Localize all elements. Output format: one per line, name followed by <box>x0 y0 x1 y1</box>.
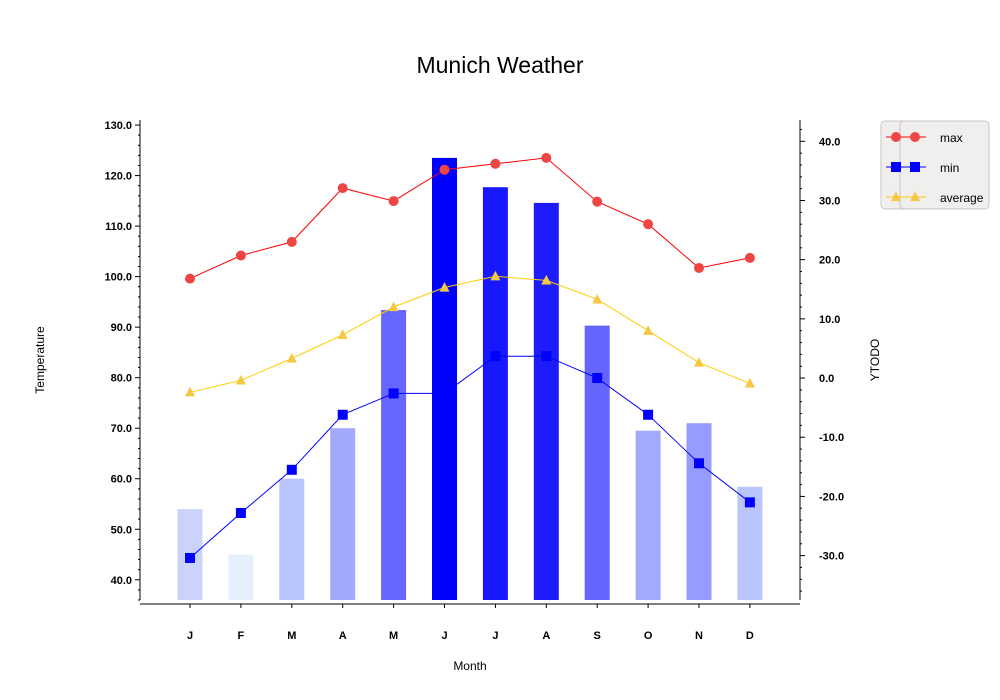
series-line-average <box>189 275 751 393</box>
right-tick-label: 10.0 <box>819 314 840 326</box>
series-point-max <box>490 158 501 169</box>
series-point-max <box>286 236 297 247</box>
series-point-average <box>185 386 195 397</box>
legend-marker-min <box>910 162 920 172</box>
series-point-average <box>541 274 552 285</box>
series-point-min <box>643 409 654 420</box>
right-tick-label: 40.0 <box>819 136 840 148</box>
series-point-min <box>694 458 704 469</box>
series-line-min <box>189 355 751 559</box>
series-point-average <box>337 329 348 339</box>
x-tick-label: M <box>389 630 398 642</box>
chart-title: Munich Weather <box>416 52 584 78</box>
legend-marker-max <box>891 132 901 142</box>
series-point-average <box>439 281 450 292</box>
bar-6 <box>482 187 508 600</box>
series-point-max <box>235 250 246 261</box>
left-tick-label: 70.0 <box>111 423 132 435</box>
series-point-average <box>235 374 246 385</box>
left-tick-label: 120.0 <box>104 171 132 183</box>
series-point-average <box>388 301 399 312</box>
left-tick-label: 130.0 <box>104 120 132 132</box>
bar-series <box>177 157 763 600</box>
right-tick-label: -10.0 <box>819 432 844 444</box>
legend-marker-average <box>891 191 901 202</box>
bar-10 <box>686 423 712 600</box>
series-point-average <box>694 357 704 367</box>
series-point-max <box>439 164 450 175</box>
right-tick-label: 30.0 <box>819 195 840 207</box>
bar-8 <box>584 325 610 600</box>
series-point-max <box>388 196 399 207</box>
series-point-average <box>286 353 297 363</box>
x-axis-title: Month <box>453 659 486 673</box>
series-point-average <box>490 270 501 281</box>
series-point-max <box>185 273 195 284</box>
x-tick-label: D <box>746 630 754 642</box>
left-tick-label: 60.0 <box>111 474 132 486</box>
series-point-min <box>744 497 755 508</box>
series-point-max <box>744 252 755 263</box>
bar-3 <box>330 428 356 600</box>
x-tick-label: N <box>695 630 703 642</box>
x-tick-label: A <box>542 630 550 642</box>
series-point-average <box>744 377 755 388</box>
legend-label-average: average <box>940 191 984 205</box>
x-tick-label: A <box>339 630 347 642</box>
right-tick-label: 0.0 <box>819 373 834 385</box>
right-tick-label: 20.0 <box>819 255 840 267</box>
series-point-min <box>439 388 450 399</box>
right-tick-label: -20.0 <box>819 491 844 503</box>
bar-5 <box>432 157 457 600</box>
legend-marker-min <box>891 162 901 172</box>
legend: max min average <box>880 120 990 210</box>
line-series <box>185 152 755 563</box>
series-point-max <box>694 262 704 273</box>
legend-label-max: max <box>940 131 963 145</box>
x-tick-label: J <box>492 630 498 642</box>
series-line-max <box>189 157 750 280</box>
legend-marker-max <box>910 132 920 142</box>
bar-9 <box>635 430 661 600</box>
series-point-min <box>388 388 399 399</box>
series-point-min <box>185 552 195 563</box>
series-point-max <box>592 196 603 207</box>
series-point-min <box>337 409 348 420</box>
series-point-average <box>643 325 654 335</box>
left-tick-label: 90.0 <box>111 322 132 334</box>
left-tick-label: 80.0 <box>111 373 132 385</box>
x-tick-label: M <box>287 630 296 642</box>
right-axis-title: YTODO <box>868 339 882 381</box>
bar-2 <box>279 478 305 600</box>
legend-marker-average <box>910 191 920 202</box>
left-tick-label: 100.0 <box>104 272 132 284</box>
left-tick-label: 40.0 <box>111 575 132 587</box>
x-tick-label: O <box>644 630 653 642</box>
bar-7 <box>533 202 559 600</box>
series-point-max <box>541 152 552 163</box>
legend-label-min: min <box>940 161 959 175</box>
series-point-min <box>286 464 297 475</box>
series-point-max <box>337 183 348 194</box>
x-tick-label: F <box>238 630 245 642</box>
series-point-max <box>643 219 654 230</box>
series-point-min <box>592 373 603 384</box>
bar-1 <box>228 554 254 600</box>
series-point-min <box>235 507 246 518</box>
left-tick-label: 110.0 <box>105 221 132 233</box>
series-point-average <box>592 293 603 304</box>
x-tick-label: S <box>594 630 601 642</box>
axes: 40.0 50.0 60.0 70.0 80.0 90.0 100.0 110.0 120.0 1… <box>33 120 882 673</box>
series-point-min <box>541 351 552 362</box>
left-tick-label: 50.0 <box>111 524 132 536</box>
right-tick-label: -30.0 <box>819 551 844 563</box>
bar-4 <box>381 310 407 600</box>
left-axis-title: Temperature <box>33 326 47 394</box>
series-point-min <box>490 351 501 362</box>
x-tick-label: J <box>441 630 447 642</box>
x-tick-label: J <box>187 630 193 642</box>
